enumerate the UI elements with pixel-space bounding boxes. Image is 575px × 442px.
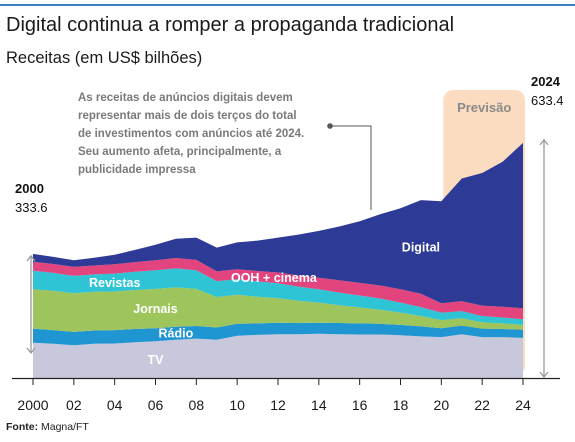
area-jornais (33, 287, 523, 332)
source-label: Fonte: (6, 421, 39, 433)
annotation-line: representar mais de dois terços do total (78, 110, 297, 122)
end-range-arrowhead-top (539, 138, 549, 146)
area-layers (33, 142, 523, 378)
x-tick-label: 22 (474, 397, 490, 413)
area-ooh-cinema (33, 258, 523, 320)
top-rule (0, 4, 575, 6)
area-radio (33, 322, 523, 346)
source-text: Magna/FT (41, 421, 89, 433)
end-marker: 2024 633.4 (531, 74, 564, 379)
annotation-leader-line (330, 125, 372, 210)
x-tick-label: 08 (189, 397, 205, 413)
start-marker: 2000 333.6 (15, 181, 48, 355)
area-digital (33, 142, 523, 309)
x-tick-label: 24 (515, 397, 531, 413)
x-tick-label: 04 (107, 397, 123, 413)
x-tick-label: 20 (434, 397, 450, 413)
series-label-jornais: Jornais (133, 302, 178, 316)
start-range-arrowhead-bottom (26, 347, 36, 355)
source-note: Fonte: Magna/FT (6, 421, 89, 433)
series-label-ooh-cinema: OOH + cinema (231, 271, 318, 285)
end-value-label: 633.4 (531, 93, 564, 108)
x-tick-label: 18 (393, 397, 409, 413)
x-tick-label: 10 (229, 397, 245, 413)
area-revistas (33, 268, 523, 325)
chart-subtitle: Receitas (em US$ bilhões) (6, 49, 203, 67)
end-year-label: 2024 (531, 74, 561, 89)
end-range-arrowhead-bottom (539, 371, 549, 379)
series-labels: TV Rádio Jornais Revistas OOH + cinema Digita… (89, 240, 440, 367)
start-year-label: 2000 (15, 181, 44, 196)
annotation: As receitas de anúncios digitais devem r… (78, 92, 372, 210)
series-label-revistas: Revistas (89, 276, 140, 290)
annotation-line: Seu aumento afeta, principalmente, a (78, 146, 282, 158)
x-tick-label: 02 (66, 397, 82, 413)
annotation-leader-dot (327, 123, 333, 129)
x-tick-label: 16 (352, 397, 368, 413)
x-tick-label: 12 (270, 397, 286, 413)
series-label-digital: Digital (402, 240, 440, 254)
chart-title: Digital continua a romper a propaganda t… (6, 14, 455, 36)
annotation-line: publicidade impressa (78, 164, 196, 176)
x-axis-ticks: 2000 02 04 06 08 10 12 14 16 18 20 22 24 (17, 378, 531, 413)
x-tick-label: 14 (311, 397, 327, 413)
forecast-label: Previsão (457, 100, 511, 115)
annotation-line: de investimentos com anúncios até 2024. (78, 128, 304, 140)
start-value-label: 333.6 (15, 200, 48, 215)
x-tick-label: 06 (148, 397, 164, 413)
annotation-line: As receitas de anúncios digitais devem (78, 92, 293, 104)
start-range-arrowhead-top (26, 254, 36, 262)
series-label-tv: TV (148, 353, 165, 367)
x-tick-label: 2000 (17, 397, 48, 413)
series-label-radio: Rádio (159, 327, 194, 341)
area-tv (33, 333, 523, 378)
